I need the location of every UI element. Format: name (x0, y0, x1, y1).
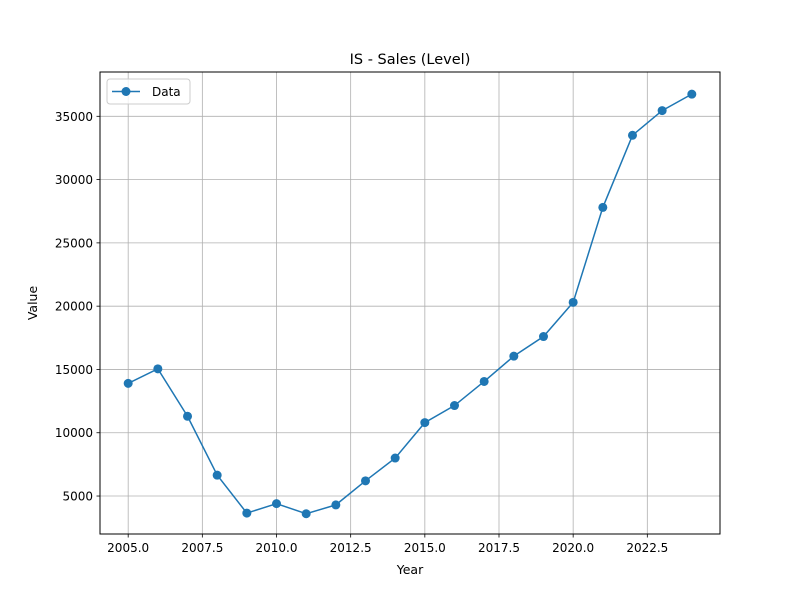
x-tick-label: 2010.0 (256, 541, 298, 555)
data-point (657, 106, 667, 116)
data-point (627, 130, 637, 140)
y-tick-label: 10000 (55, 426, 93, 440)
data-point (390, 453, 400, 463)
data-point (331, 500, 341, 510)
y-tick-label: 15000 (55, 363, 93, 377)
data-point (479, 376, 489, 386)
x-tick-label: 2005.0 (107, 541, 149, 555)
x-tick-label: 2007.5 (181, 541, 223, 555)
data-point (449, 401, 459, 411)
plot-area-frame (99, 71, 721, 535)
data-point (301, 509, 311, 519)
data-point (272, 499, 282, 509)
data-point (361, 476, 371, 486)
data-point (687, 89, 697, 99)
legend-marker-icon (121, 87, 131, 96)
y-tick-label: 30000 (55, 173, 93, 187)
x-tick-label: 2015.0 (404, 541, 446, 555)
legend-box (106, 78, 191, 105)
data-point (123, 378, 133, 388)
y-tick-label: 20000 (55, 300, 93, 314)
y-axis-ticks: 5000 10000 15000 20000 25000 30000 35000 (55, 110, 100, 504)
legend-entry-data: Data (152, 85, 181, 99)
data-point (538, 332, 548, 342)
y-tick-label: 25000 (55, 236, 93, 250)
data-point (212, 470, 222, 480)
x-tick-label: 2022.5 (626, 541, 668, 555)
data-point (183, 411, 193, 421)
x-tick-label: 2012.5 (330, 541, 372, 555)
data-point (568, 297, 578, 307)
data-point (509, 351, 519, 361)
chart-title: IS - Sales (Level) (350, 52, 471, 68)
data-point (420, 418, 430, 428)
series-line-data (127, 93, 693, 515)
grid-lines (100, 72, 720, 534)
x-axis-ticks: 2005.0 2007.5 2010.0 2012.5 2015.0 2017.5 2020… (107, 534, 668, 555)
y-axis-label: Value (25, 286, 40, 321)
x-axis-label: Year (396, 562, 424, 577)
x-tick-label: 2020.0 (552, 541, 594, 555)
y-tick-label: 5000 (62, 490, 93, 504)
series-layer (123, 89, 697, 519)
x-tick-label: 2017.5 (478, 541, 520, 555)
legend: Data (106, 78, 191, 105)
y-tick-label: 35000 (55, 110, 93, 124)
data-point (598, 202, 608, 212)
data-point (153, 364, 163, 374)
data-point (242, 508, 252, 518)
